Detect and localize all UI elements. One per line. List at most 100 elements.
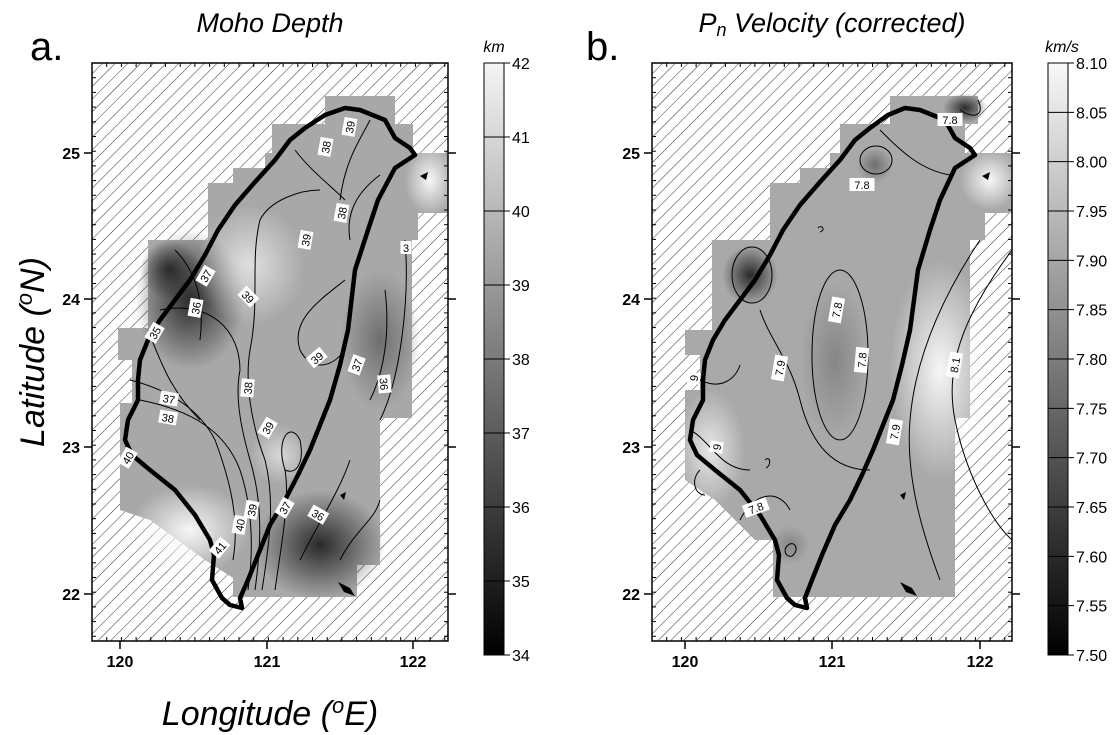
panel-a-contours (129, 119, 407, 591)
contour-label-bg (307, 504, 330, 525)
colorbar-tick-label: 42 (512, 56, 530, 73)
contour-label-bg (686, 371, 701, 385)
contour-label: 38 (317, 136, 334, 157)
contour-label-bg (208, 536, 231, 559)
contour-label-text: 7.8 (747, 501, 765, 518)
panel-b-island-south (900, 582, 917, 596)
y-tick-label: 25 (622, 146, 640, 163)
colorbar-tick-label: 8.10 (1076, 56, 1107, 73)
x-tick-label: 121 (254, 654, 281, 671)
contour-label: 37 (347, 354, 366, 376)
y-tick-label: 24 (62, 292, 80, 309)
contour-label: 39 (257, 416, 278, 439)
contour-label-bg (237, 285, 260, 308)
colorbar-tick-label: 7.95 (1076, 204, 1107, 221)
colorbar-tick-label: 7.70 (1076, 451, 1107, 468)
panel-b-island-east (982, 172, 990, 180)
panel-a-island (340, 492, 346, 500)
contour-label-bg (741, 497, 770, 518)
panel-b-title-p: P (698, 8, 716, 38)
contour-label-text: 7.8 (942, 115, 957, 127)
x-axis-title-main: Longitude ( (162, 695, 336, 733)
colorbar-tick-label: 39 (512, 278, 530, 295)
contour-label: 40 (231, 514, 248, 535)
contour-label-bg (937, 113, 963, 126)
contour-label-bg (341, 116, 358, 137)
y-tick-label: 25 (62, 146, 80, 163)
contour-label-text: 39 (300, 233, 314, 247)
contour-label: 36 (187, 297, 204, 318)
colorbar-tick-label: 38 (512, 352, 530, 369)
y-tick-label: 22 (62, 587, 80, 604)
colorbar-tick-label: 37 (512, 426, 530, 443)
contour-label-text: 38 (161, 412, 175, 426)
contour-label-bg (297, 229, 314, 250)
colorbar-tick-label: 36 (512, 500, 530, 517)
contour-label-bg (117, 446, 138, 469)
panel-b: b. Pn Velocity (corrected) (586, 8, 1107, 671)
colorbar-tick-label: 7.55 (1076, 599, 1107, 616)
panel-a-letter: a. (30, 25, 63, 69)
contour-label-bg (885, 418, 904, 446)
contour-label: 39 (297, 229, 314, 250)
colorbar-tick-label: 7.90 (1076, 253, 1107, 270)
y-axis-title: Latitude (oN) (12, 257, 52, 447)
y-tick-label: 22 (622, 587, 640, 604)
panel-b-contour-labels: 7.8 7.8 7.8 7.9 7.8 8.1 7.9 9 9 7.8 (686, 113, 963, 518)
contour-label-text: 36 (190, 301, 204, 315)
contour-label: 37 (195, 264, 216, 287)
contour-label-text: 7.9 (774, 360, 788, 377)
contour-label-text: 40 (121, 450, 138, 467)
panel-a-colorbar-ticks: 42 41 40 39 38 37 36 35 34 (484, 56, 530, 665)
contour-label: 39 (341, 116, 358, 137)
contour-label-bg (377, 374, 392, 394)
x-axis-title: Longitude (oE) (162, 693, 378, 733)
contour-label-bg (849, 178, 875, 191)
contour-label-text: 40 (234, 518, 248, 532)
contour-label: 7.8 (853, 346, 870, 373)
panel-b-map: 7.8 7.8 7.8 7.9 7.8 8.1 7.9 9 9 7.8 120 121 122 25 24… (622, 62, 1020, 671)
contour-label: 7.8 (849, 178, 875, 192)
contour-label-text: 37 (162, 393, 176, 407)
contour-label-text: 7.8 (856, 352, 869, 368)
panel-b-letter: b. (586, 25, 619, 69)
contour-label: 36 (307, 504, 330, 525)
contour-label: 7.8 (937, 113, 963, 127)
contour-label: 38 (240, 378, 256, 398)
contour-label: 35 (144, 321, 165, 344)
contour-label-text: 35 (148, 325, 165, 342)
contour-label-text: 37 (350, 358, 365, 374)
x-tick-label: 122 (400, 654, 427, 671)
contour-label: 36 (376, 374, 392, 394)
contour-label-text: 39 (344, 120, 358, 134)
contour-label-text: 37 (278, 500, 295, 517)
panel-a-ticks: 120 121 122 25 24 23 22 (62, 62, 456, 671)
colorbar-tick-label: 7.50 (1076, 648, 1107, 665)
colorbar-tick-label: 7.85 (1076, 303, 1107, 320)
y-axis-title-main: Latitude ( (14, 302, 52, 447)
contour-label-bg (305, 346, 328, 369)
contour-label: 37 (274, 496, 295, 519)
y-tick-label: 24 (622, 292, 640, 309)
panel-b-title-rest: Velocity (corrected) (726, 8, 965, 38)
panel-a-coastline (122, 105, 418, 611)
contour-label-bg (827, 296, 846, 324)
y-tick-label: 23 (62, 440, 80, 457)
colorbar-tick-label: 8.00 (1076, 155, 1107, 172)
panel-a-island-south (338, 582, 355, 596)
panel-b-ticks: 120 121 122 25 24 23 22 (622, 62, 1020, 671)
contour-label-text: 36 (376, 377, 389, 390)
contour-label-bg (770, 354, 789, 382)
contour-label-bg (709, 440, 724, 454)
contour-label: 9 (709, 440, 724, 454)
contour-label-bg (240, 378, 255, 398)
colorbar-tick-label: 34 (512, 648, 530, 665)
panel-b-title-sub: n (716, 20, 726, 40)
contour-label: 7.9 (885, 418, 904, 446)
x-tick-label: 122 (967, 654, 994, 671)
contour-label-text: 38 (242, 381, 255, 394)
colorbar-tick-label: 41 (512, 130, 530, 147)
contour-label-bg (243, 499, 260, 520)
